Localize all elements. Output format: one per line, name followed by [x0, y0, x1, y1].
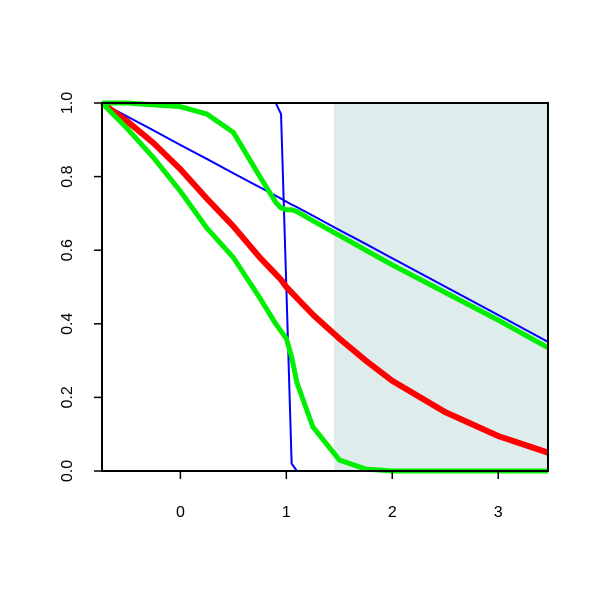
x-tick-label: 0	[176, 504, 185, 521]
x-tick-label: 1	[282, 504, 291, 521]
y-tick-label: 0.8	[59, 165, 76, 187]
y-tick-label: 0.2	[59, 386, 76, 408]
plot-frame	[101, 102, 549, 472]
line	[100, 100, 549, 456]
y-tick-label: 0.4	[59, 313, 76, 335]
x-tick-label: 3	[494, 504, 503, 521]
line	[101, 102, 549, 343]
y-tick-label: 1.0	[59, 92, 76, 114]
x-tick-label: 2	[388, 504, 397, 521]
line	[102, 100, 550, 350]
y-tick-label: 0.0	[59, 460, 76, 482]
shaded-region	[334, 103, 548, 471]
y-tick-label: 0.6	[59, 239, 76, 261]
